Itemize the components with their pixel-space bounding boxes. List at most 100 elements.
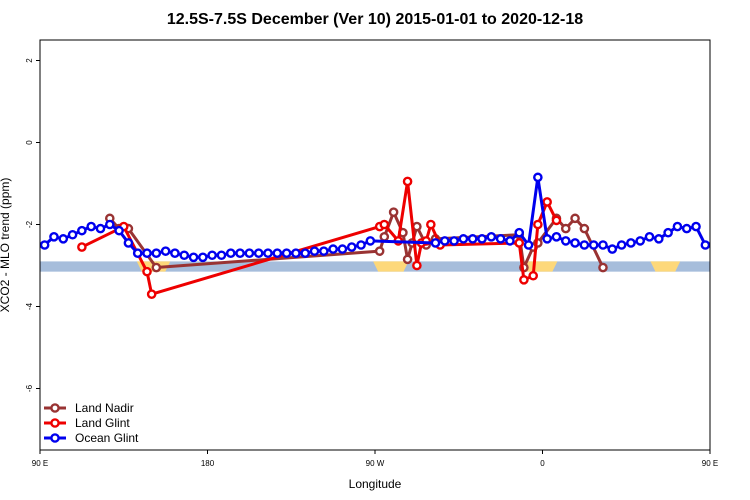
ocean-glint-point <box>439 236 450 246</box>
ocean-glint-point <box>95 223 106 234</box>
ocean-glint-point <box>151 248 162 258</box>
land-nadir-point <box>560 223 571 234</box>
legend-land-nadir-label: Land Nadir <box>75 401 134 415</box>
ocean-glint-point <box>319 246 329 256</box>
ocean-glint-point <box>449 236 459 246</box>
land-glint-point <box>77 242 87 252</box>
ocean-glint-point <box>253 248 264 258</box>
land-nadir-point <box>598 262 608 273</box>
legend-land-glint-marker <box>50 418 60 428</box>
y-tick-label: 0 <box>25 140 34 145</box>
ocean-glint-point <box>281 248 292 258</box>
ocean-glint-point <box>477 234 487 244</box>
ocean-glint-point <box>626 238 636 248</box>
legend-land-glint-label: Land Glint <box>75 416 130 430</box>
ocean-glint-point <box>86 221 96 232</box>
ocean-glint-point <box>598 240 608 250</box>
x-tick-label: 0 <box>540 459 545 468</box>
ocean-glint-point <box>542 234 552 244</box>
ocean-glint-point <box>560 236 571 246</box>
x-tick-label: 90 E <box>32 459 48 468</box>
ocean-glint-point <box>123 238 134 248</box>
ocean-glint-point <box>616 240 627 250</box>
ocean-glint-point <box>77 225 87 236</box>
ocean-glint-point <box>49 231 59 242</box>
ocean-glint-point <box>207 250 217 261</box>
ocean-glint-point <box>607 244 618 254</box>
ocean-glint-point <box>588 240 599 250</box>
land-nadir-point <box>151 262 162 273</box>
ocean-glint-point <box>337 244 348 254</box>
land-nadir-point <box>570 213 580 224</box>
ocean-glint-point <box>132 248 143 258</box>
legend-ocean-glint-label: Ocean Glint <box>75 431 139 445</box>
land-glint-point <box>533 219 543 230</box>
ocean-glint-point <box>458 234 469 244</box>
ocean-glint-point <box>198 252 208 263</box>
ocean-glint-point <box>309 246 320 256</box>
ocean-glint-point <box>533 172 543 183</box>
ocean-glint-point <box>346 242 357 252</box>
ocean-glint-point <box>272 248 283 258</box>
legend-ocean-glint-marker <box>50 433 60 443</box>
x-axis-label: Longitude <box>349 477 402 491</box>
ocean-glint-point <box>104 219 115 230</box>
ocean-glint-point <box>67 229 78 240</box>
land-nadir-point <box>402 254 413 265</box>
y-tick-label: 2 <box>25 58 34 63</box>
ocean-glint-point <box>672 221 683 232</box>
land-mask-segment-2 <box>373 261 409 272</box>
land-nadir-point <box>579 223 590 234</box>
ocean-glint-point <box>514 227 525 238</box>
land-nadir-point <box>388 207 399 217</box>
ocean-glint-point <box>365 236 376 246</box>
ocean-glint-point <box>142 248 152 258</box>
land-glint-point <box>528 270 538 281</box>
ocean-glint-point <box>505 236 515 246</box>
land-glint-point <box>551 215 562 226</box>
ocean-glint-point <box>216 250 227 261</box>
ocean-glint-point <box>644 231 655 242</box>
ocean-glint-point <box>160 246 171 256</box>
ocean-glint-point <box>188 252 199 263</box>
x-tick-label: 90 E <box>702 459 718 468</box>
ocean-glint-point <box>179 250 190 261</box>
ocean-glint-point <box>244 248 255 258</box>
ocean-glint-point <box>681 223 692 234</box>
land-glint-point <box>519 275 529 285</box>
ocean-glint-point <box>654 234 664 244</box>
chart-title: 12.5S-7.5S December (Ver 10) 2015-01-01 … <box>167 11 583 28</box>
ocean-glint-point <box>58 234 69 244</box>
land-glint-point <box>542 197 552 207</box>
land-glint-point <box>426 219 436 230</box>
ocean-glint-point <box>430 238 441 248</box>
ocean-glint-point <box>328 244 338 254</box>
ocean-glint-point <box>114 225 124 236</box>
y-tick-label: -4 <box>25 302 34 310</box>
y-axis-label: XCO2 - MLO trend (ppm) <box>0 178 12 313</box>
ocean-glint-point <box>570 238 580 248</box>
ocean-glint-point <box>486 231 497 242</box>
ocean-glint-point <box>356 240 366 250</box>
ocean-glint-point <box>291 248 301 258</box>
plot-inner <box>40 172 710 300</box>
land-glint-point <box>142 266 152 277</box>
y-tick-label: -6 <box>25 384 34 392</box>
land-mask-segment-1 <box>650 261 681 272</box>
land-glint-point <box>514 238 525 248</box>
x-tick-label: 180 <box>201 459 215 468</box>
x-tick-label: 90 W <box>366 459 385 468</box>
land-nadir-point <box>379 231 390 242</box>
land-glint-point <box>379 219 390 230</box>
ocean-glint-point <box>40 240 50 250</box>
ocean-glint-point <box>663 227 673 238</box>
ocean-glint-point <box>235 248 245 258</box>
ocean-glint-point <box>467 234 478 244</box>
ocean-glint-point <box>523 240 534 250</box>
legend-land-nadir-marker <box>50 403 60 413</box>
ocean-glint-point <box>551 231 562 242</box>
ocean-glint-point <box>225 248 236 258</box>
ocean-glint-point <box>495 234 506 244</box>
ocean-glint-point <box>263 248 273 258</box>
